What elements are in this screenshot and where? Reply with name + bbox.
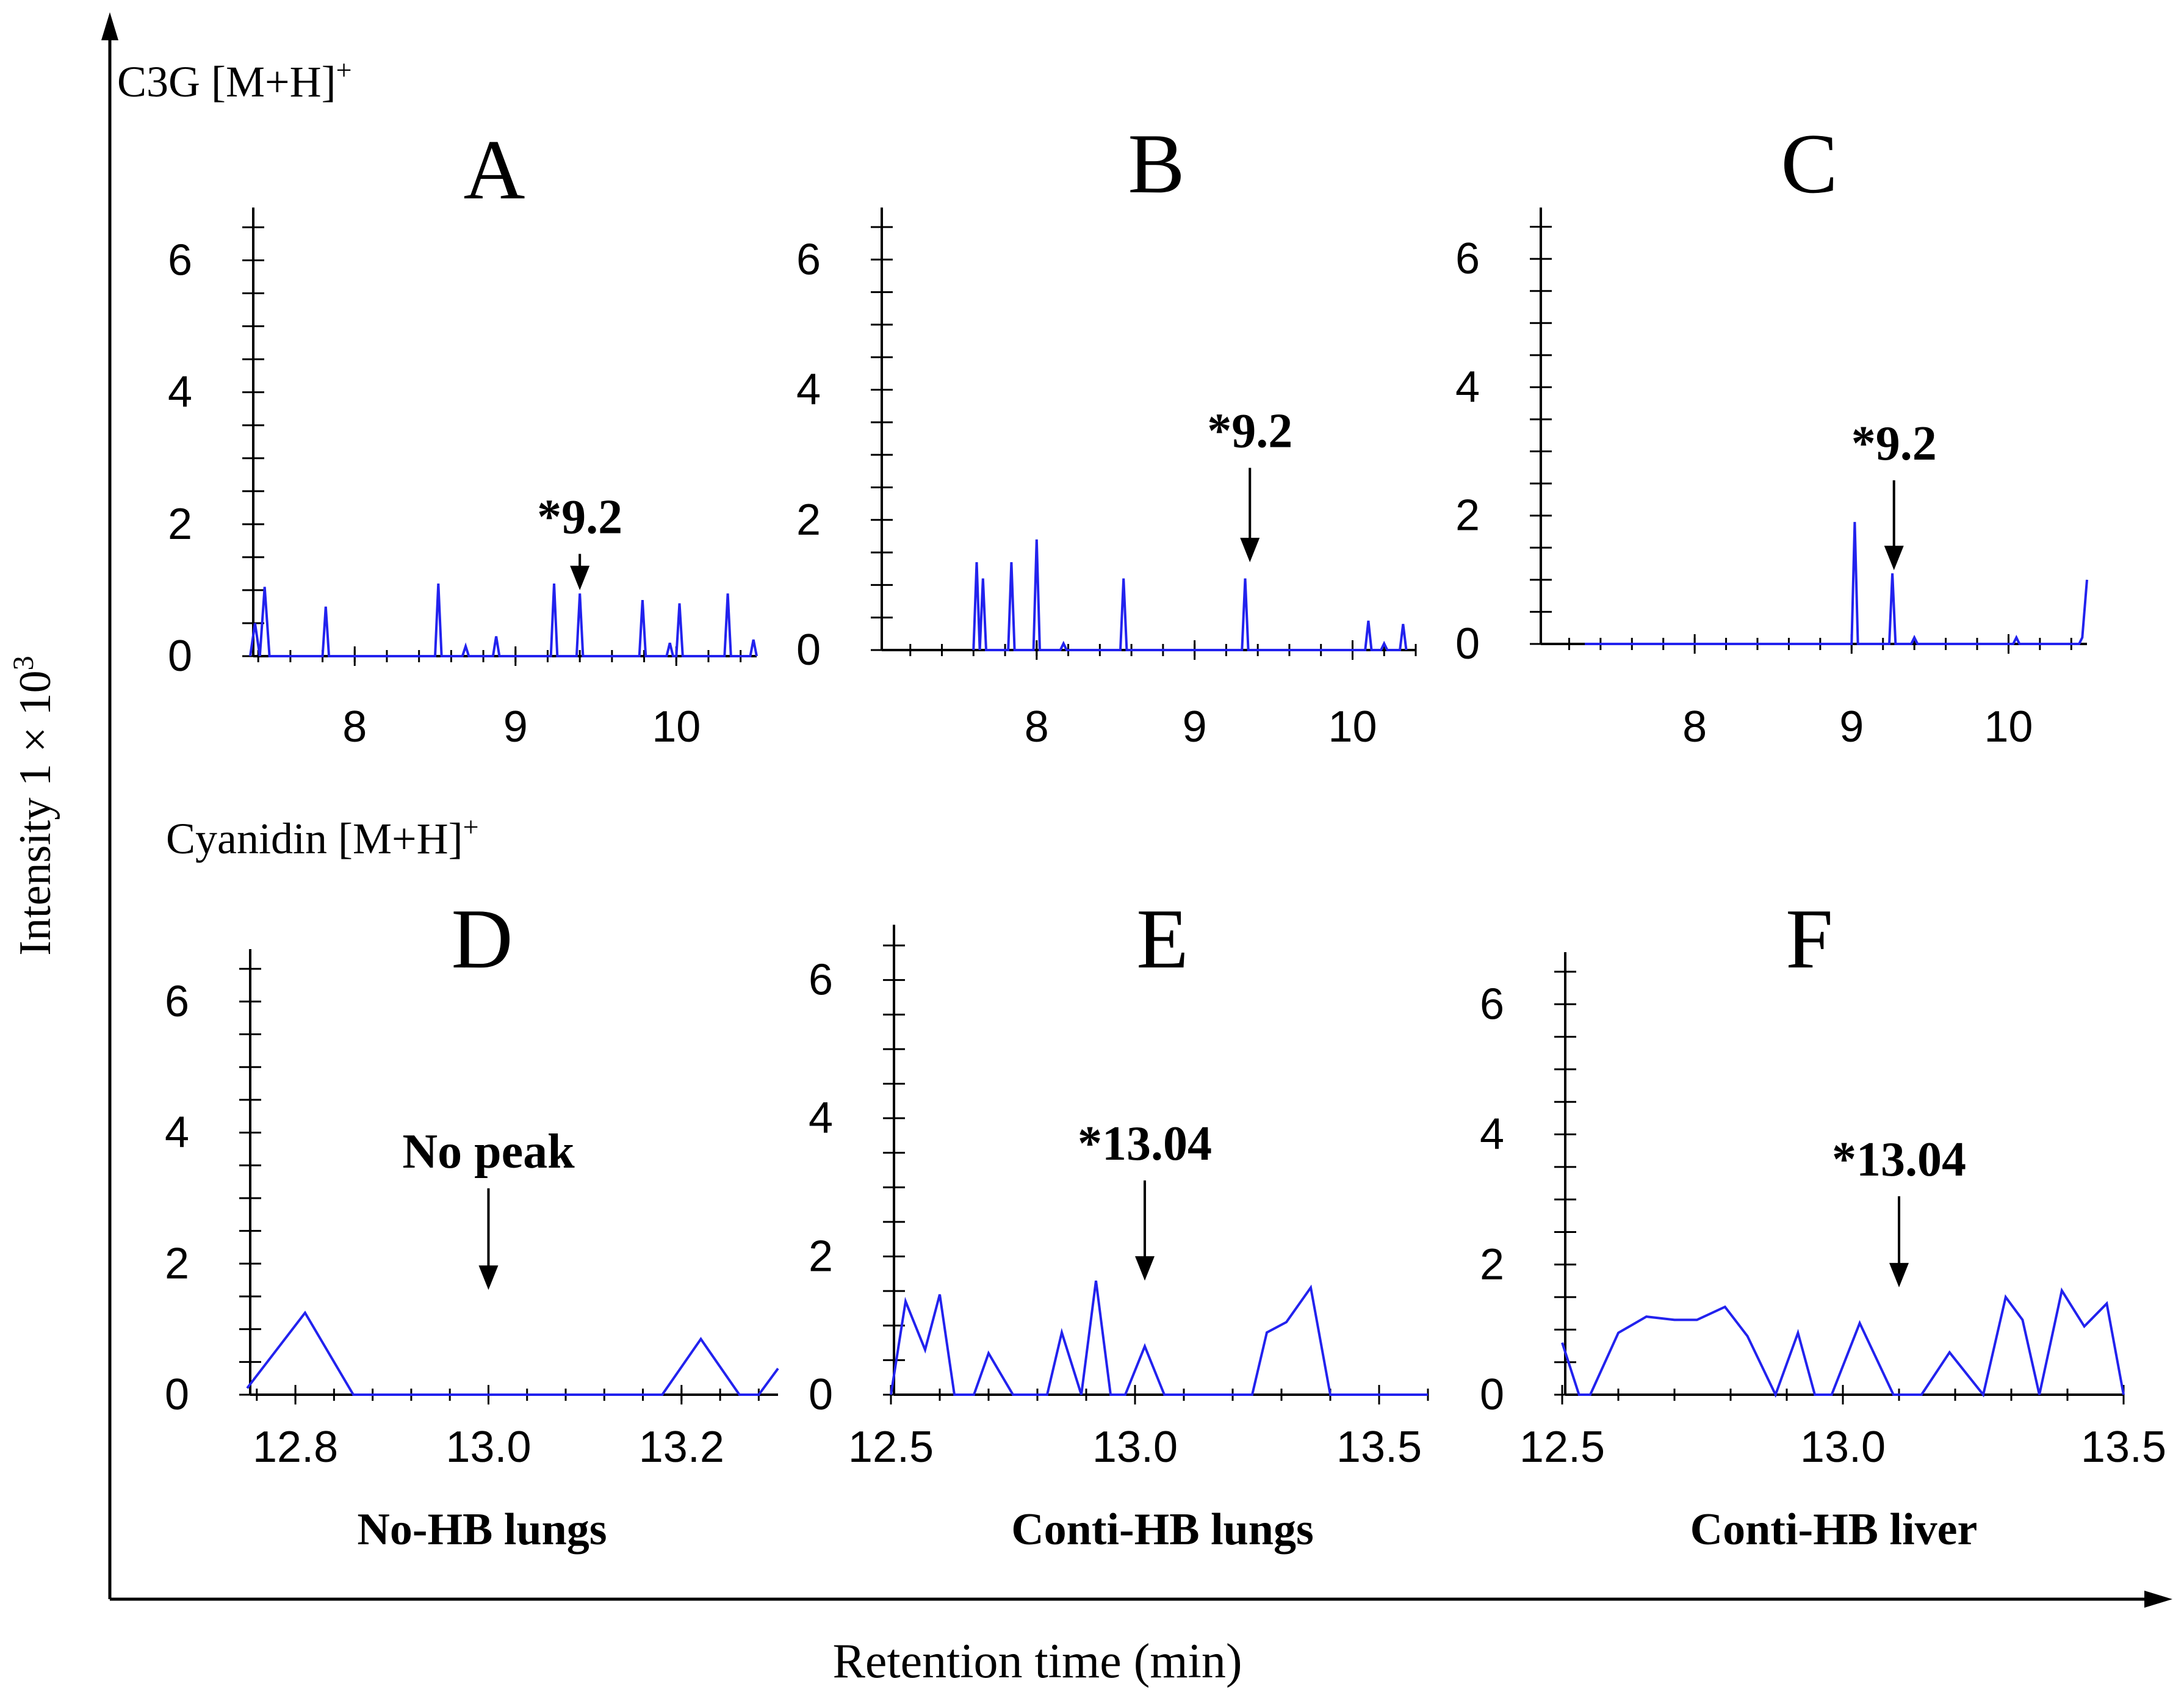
annotation-label: No peak (402, 1125, 575, 1179)
x-tick-label: 12.8 (253, 1423, 338, 1472)
y-tick-label: 6 (168, 236, 192, 284)
col-label-no-hb-lungs: No-HB lungs (357, 1505, 607, 1555)
x-tick-label: 8 (1025, 703, 1049, 751)
y-tick-label: 0 (809, 1370, 833, 1419)
y-tick-label: 6 (796, 235, 821, 284)
x-tick-label: 10 (1984, 703, 2033, 751)
y-tick-label: 4 (168, 368, 192, 417)
annotation-arrowhead-icon (1889, 1263, 1909, 1288)
y-tick-label: 2 (796, 496, 821, 544)
y-tick-label: 2 (1480, 1240, 1504, 1289)
panel-letter: A (463, 123, 525, 217)
annotation-arrowhead-icon (570, 565, 590, 590)
y-tick-label: 0 (165, 1370, 189, 1419)
x-axis-label: Retention time (min) (833, 1635, 1242, 1688)
annotation-label: *9.2 (1851, 417, 1937, 471)
y-tick-label: 4 (809, 1094, 833, 1143)
x-tick-label: 13.0 (445, 1423, 531, 1472)
y-tick-label: 4 (1455, 363, 1480, 411)
panel-letter: D (451, 892, 513, 986)
col-label-conti-hb-liver: Conti-HB liver (1690, 1505, 1978, 1555)
panel-a: 0 2 4 6 8 9 10 A *9.2 (168, 123, 758, 751)
panel-letter: B (1128, 117, 1184, 211)
x-tick-label: 9 (1839, 703, 1864, 751)
global-y-axis-arrow-icon (101, 12, 118, 40)
series-line (249, 584, 758, 657)
x-tick-label: 13.0 (1092, 1423, 1178, 1472)
y-axis-label: Intensity 1 × 103 (7, 656, 60, 955)
row1-label: C3G [M+H]+ (117, 54, 352, 106)
y-tick-label: 6 (165, 977, 189, 1026)
y-tick-label: 0 (168, 632, 192, 681)
panel-d: 0 2 4 6 12.8 13.0 13.2 D No peak (165, 892, 779, 1472)
annotation-arrowhead-icon (1240, 538, 1260, 563)
y-tick-label: 4 (796, 366, 821, 414)
annotation-arrowhead-icon (1884, 546, 1904, 571)
y-tick-label: 6 (1455, 234, 1480, 283)
x-tick-label: 10 (652, 703, 701, 751)
x-tick-label: 13.5 (2081, 1423, 2166, 1472)
x-tick-label: 13.5 (1336, 1423, 1422, 1472)
x-tick-label: 8 (342, 703, 367, 751)
annotation-label: *9.2 (537, 490, 622, 544)
panel-letter: E (1136, 892, 1189, 986)
panel-f: 0 2 4 6 12.5 13.0 13.5 F *13.04 (1480, 892, 2166, 1472)
panel-letter: C (1781, 117, 1837, 211)
annotation-label: *13.04 (1078, 1117, 1212, 1171)
y-tick-label: 2 (168, 500, 192, 549)
global-x-axis-arrow-icon (2144, 1591, 2172, 1608)
series-line (1585, 522, 2088, 645)
y-tick-label: 4 (1480, 1110, 1504, 1159)
row2-label: Cyanidin [M+H]+ (166, 811, 479, 863)
series-line (890, 1280, 1428, 1396)
x-tick-label: 12.5 (1519, 1423, 1605, 1472)
y-tick-label: 0 (1455, 620, 1480, 668)
x-tick-label: 9 (1183, 703, 1207, 751)
x-tick-label: 10 (1328, 703, 1377, 751)
panel-e: 0 2 4 6 12.5 13.0 13.5 E *13.04 (809, 892, 1429, 1472)
annotation-label: *9.2 (1207, 404, 1292, 458)
panel-c: 0 2 4 6 8 9 10 C *9.2 (1455, 117, 2088, 751)
y-tick-label: 2 (809, 1232, 833, 1281)
x-tick-label: 13.2 (639, 1423, 724, 1472)
y-tick-label: 2 (1455, 491, 1480, 540)
y-tick-label: 0 (1480, 1370, 1504, 1419)
x-tick-label: 13.0 (1800, 1423, 1886, 1472)
x-tick-label: 8 (1682, 703, 1707, 751)
x-tick-label: 12.5 (848, 1423, 934, 1472)
series-line (972, 539, 1408, 651)
series-line (246, 1310, 779, 1396)
x-tick-label: 9 (503, 703, 528, 751)
panel-b: 0 2 4 6 8 9 10 B *9.2 (796, 117, 1417, 751)
y-tick-label: 6 (1480, 980, 1504, 1028)
y-tick-label: 4 (165, 1108, 189, 1157)
y-tick-label: 0 (796, 626, 821, 674)
series-line (1561, 1287, 2125, 1398)
col-label-conti-hb-lungs: Conti-HB lungs (1011, 1505, 1314, 1555)
y-tick-label: 2 (165, 1239, 189, 1288)
y-tick-label: 6 (809, 956, 833, 1005)
annotation-arrowhead-icon (478, 1265, 499, 1290)
panel-letter: F (1786, 892, 1833, 986)
annotation-arrowhead-icon (1135, 1256, 1155, 1281)
annotation-label: *13.04 (1832, 1133, 1966, 1187)
